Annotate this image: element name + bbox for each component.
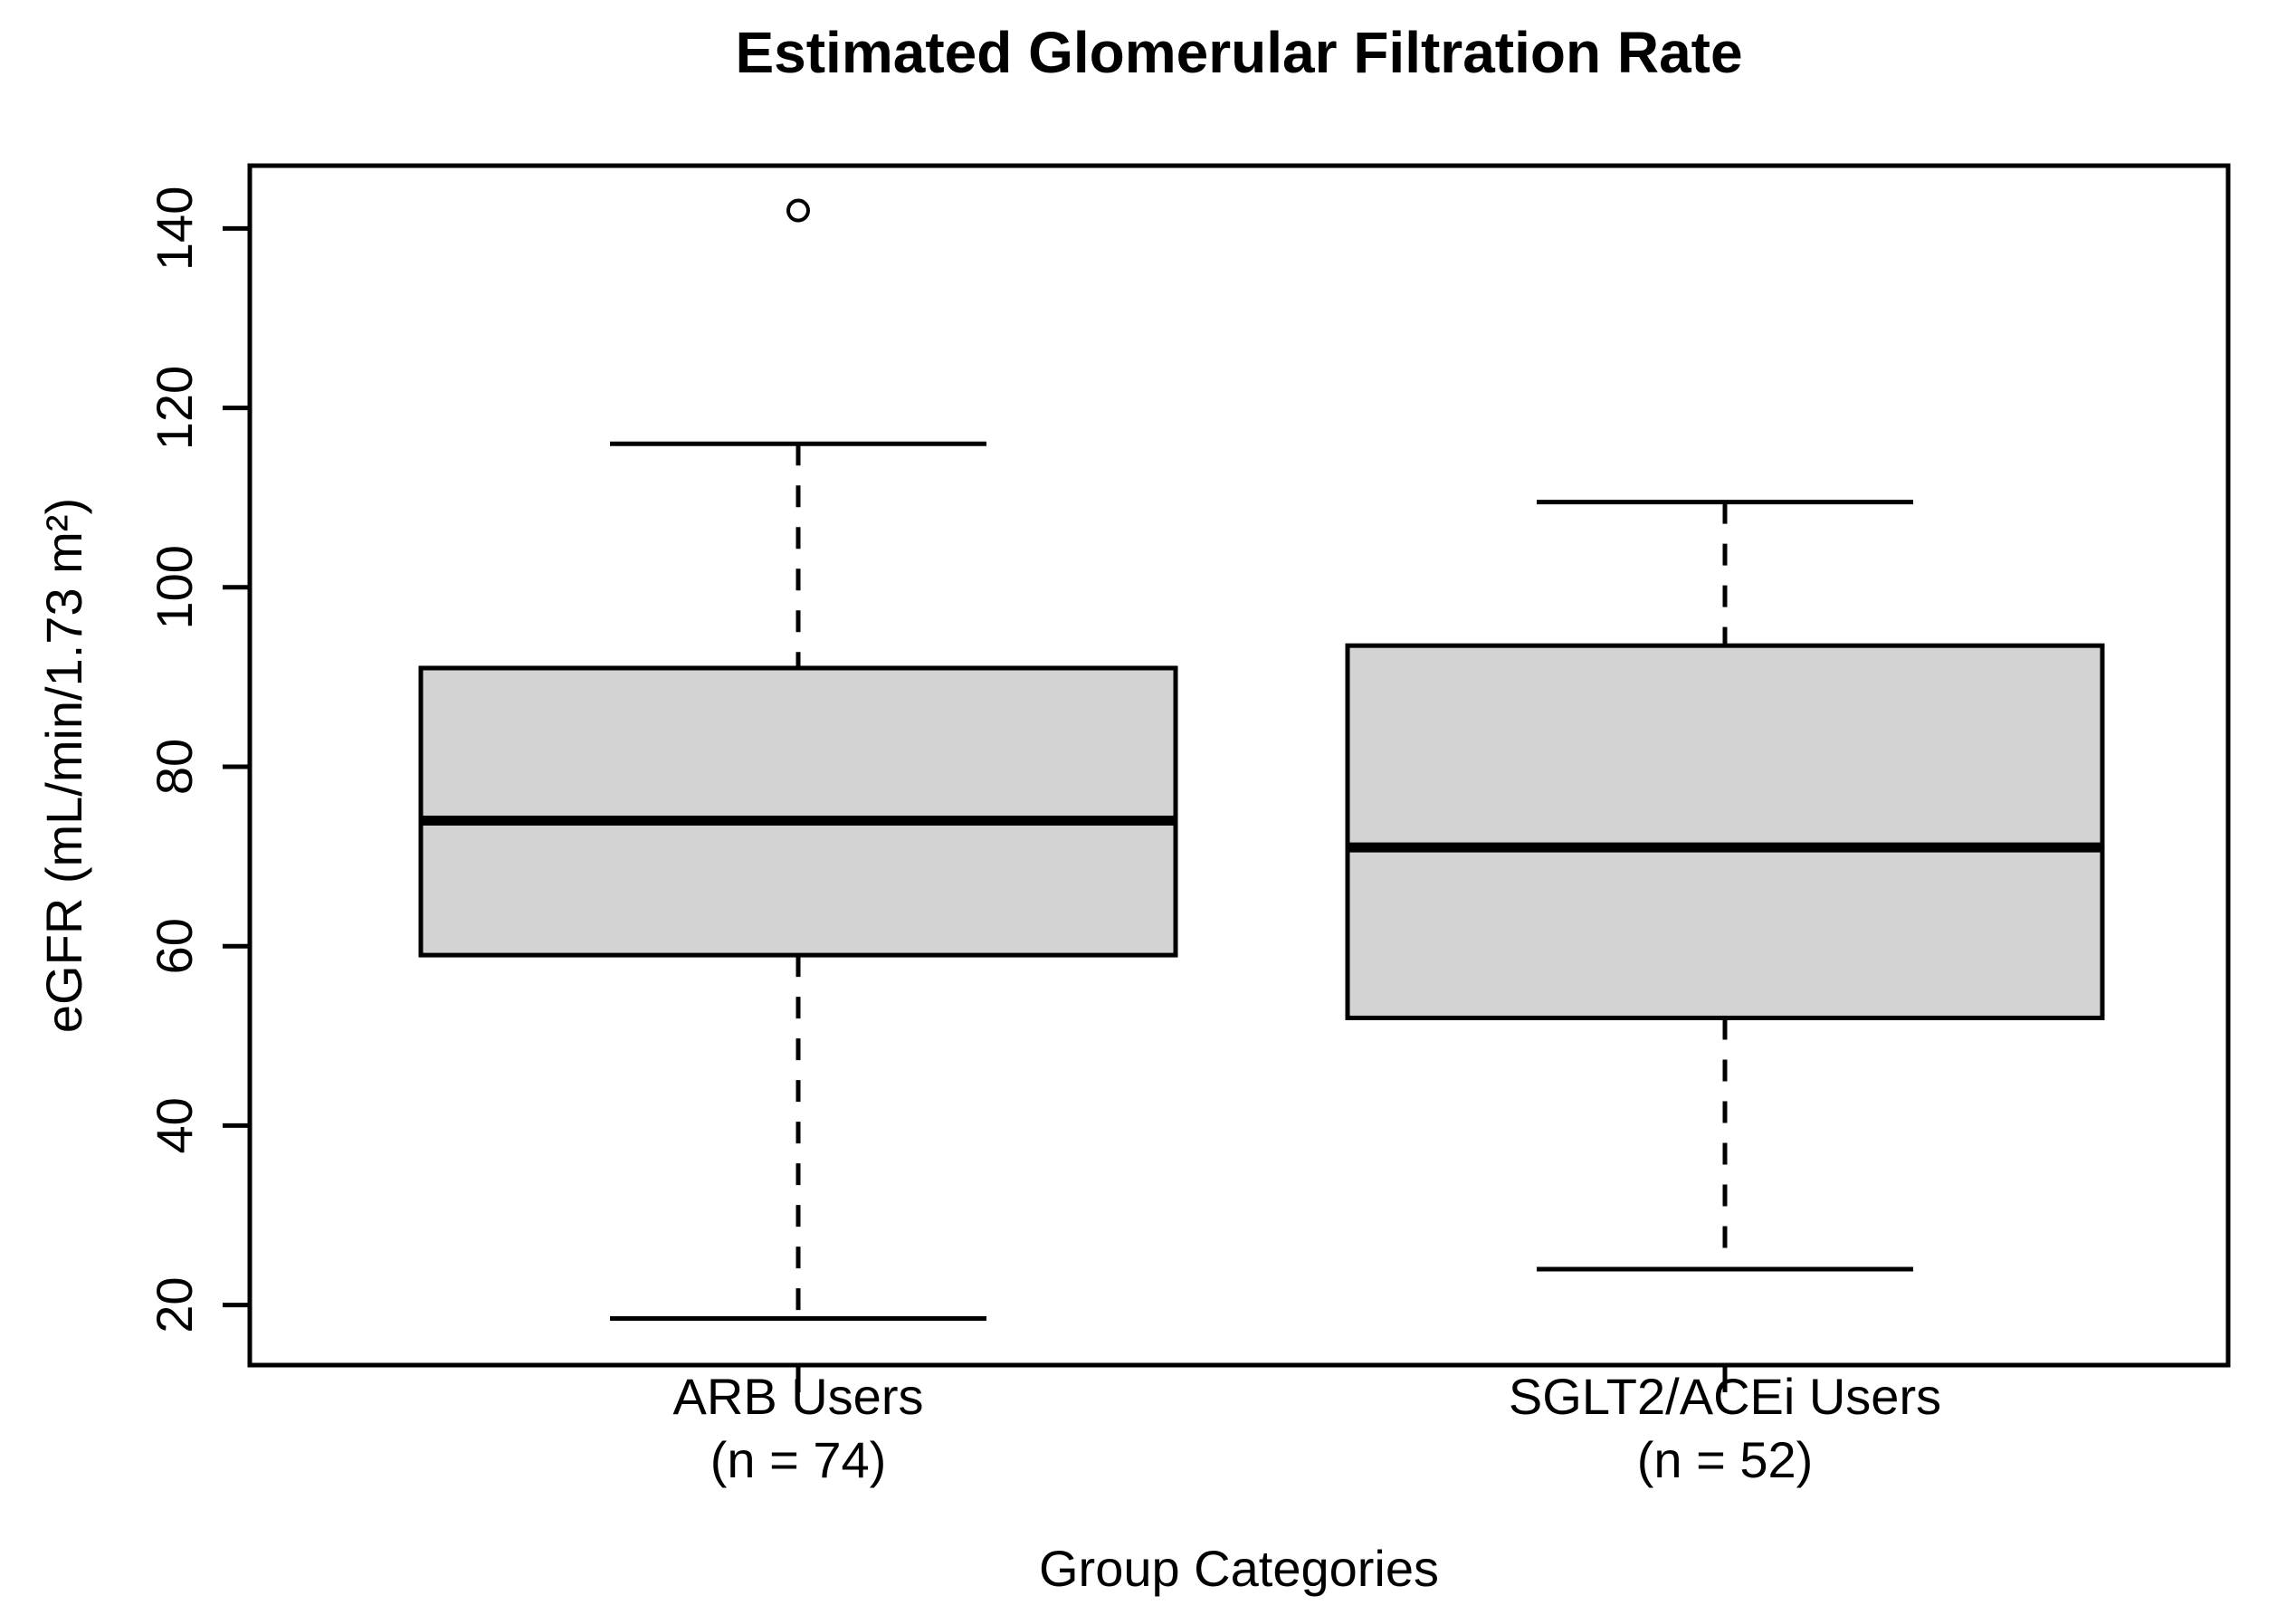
y-tick-label: 80 — [146, 739, 203, 795]
y-tick-label: 20 — [146, 1276, 203, 1333]
y-tick-label: 140 — [146, 186, 203, 271]
x-axis-title: Group Categories — [1039, 1540, 1439, 1597]
outlier-point — [786, 198, 810, 223]
y-axis-title: eGFR (mL/min/1.73 m²) — [35, 498, 92, 1033]
y-tick-label: 120 — [146, 366, 203, 450]
group-sublabel: (n = 52) — [1637, 1431, 1814, 1488]
group-sublabel: (n = 74) — [710, 1431, 887, 1488]
y-tick-label: 100 — [146, 545, 203, 629]
group-label: SGLT2/ACEi Users — [1509, 1368, 1941, 1425]
group-label: ARB Users — [673, 1368, 924, 1425]
iqr-box — [1345, 643, 2105, 1020]
chart-title: Estimated Glomerular Filtration Rate — [735, 20, 1742, 85]
y-tick-label: 60 — [146, 918, 203, 974]
iqr-box — [418, 665, 1178, 958]
y-tick-label: 40 — [146, 1097, 203, 1153]
